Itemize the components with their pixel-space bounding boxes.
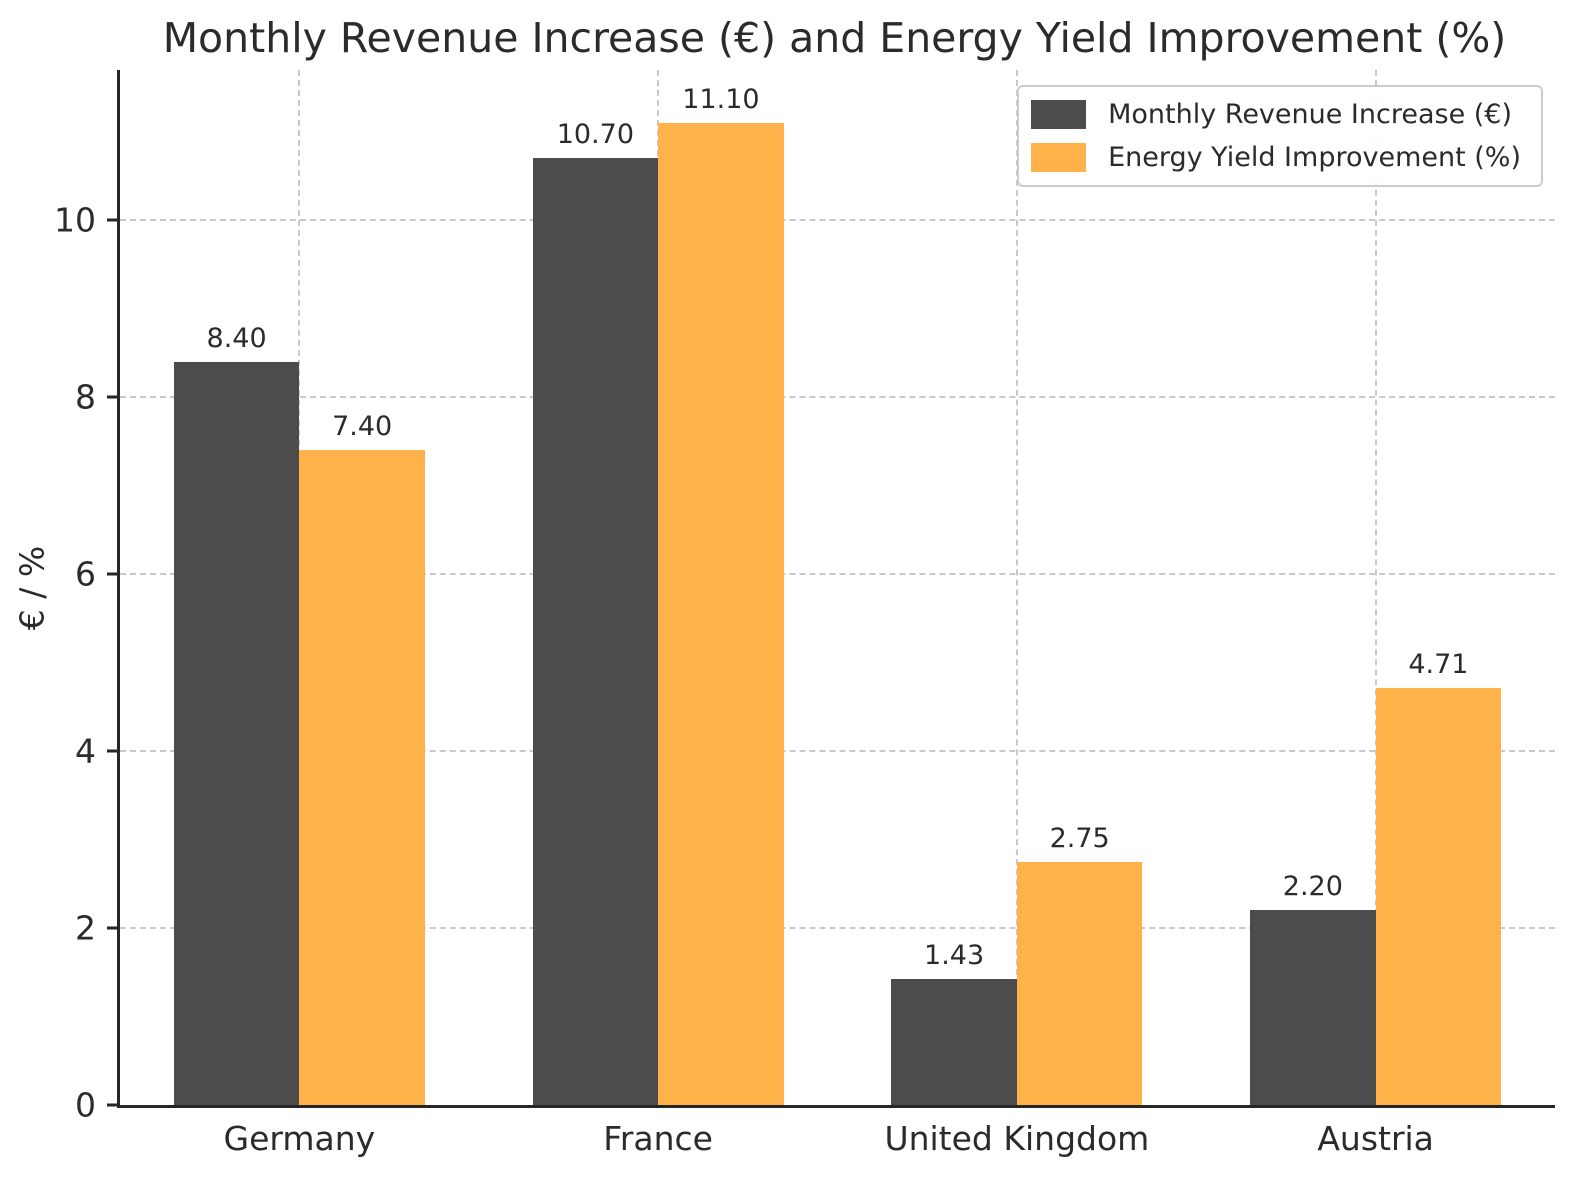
y-tick-mark	[107, 926, 120, 930]
legend-item-revenue: Monthly Revenue Increase (€)	[1031, 99, 1521, 130]
legend-swatch-revenue-icon	[1031, 100, 1087, 129]
x-tick-label-united-kingdom: United Kingdom	[884, 1119, 1150, 1158]
gridline-horizontal	[120, 927, 1555, 930]
bar-france-revenue	[532, 158, 659, 1105]
gridline-vertical	[1015, 70, 1018, 1105]
bar-value-label-austria-yield: 4.71	[1408, 649, 1469, 681]
bar-value-label-united-kingdom-revenue: 1.43	[924, 939, 985, 971]
bar-france-yield	[658, 123, 784, 1105]
y-tick-label: 6	[75, 554, 96, 594]
gridline-vertical	[1374, 70, 1377, 1105]
bar-united-kingdom-yield	[1016, 861, 1143, 1105]
legend: Monthly Revenue Increase (€) Energy Yiel…	[1017, 85, 1543, 187]
y-tick-mark	[107, 572, 120, 576]
y-tick-mark	[107, 395, 120, 399]
y-tick-label: 4	[75, 731, 96, 771]
gridline-horizontal	[120, 219, 1555, 222]
y-tick-mark	[107, 1103, 120, 1107]
gridline-horizontal	[120, 573, 1555, 576]
bar-germany-yield	[299, 450, 425, 1105]
y-tick-mark	[107, 218, 120, 222]
bar-value-label-france-revenue: 10.70	[556, 119, 634, 151]
y-tick-label: 2	[75, 908, 96, 948]
bar-germany-revenue	[173, 361, 300, 1105]
legend-label-revenue: Monthly Revenue Increase (€)	[1108, 99, 1513, 130]
bar-united-kingdom-revenue	[891, 978, 1017, 1105]
bar-value-label-germany-revenue: 8.40	[206, 322, 267, 354]
y-tick-label: 0	[75, 1085, 96, 1125]
x-tick-label-france: France	[603, 1119, 713, 1158]
y-tick-mark	[107, 749, 120, 753]
bar-value-label-germany-yield: 7.40	[332, 411, 393, 443]
bar-value-label-france-yield: 11.10	[682, 84, 760, 116]
y-axis-label: € / %	[12, 545, 52, 631]
bar-austria-revenue	[1250, 910, 1376, 1105]
chart-title: Monthly Revenue Increase (€) and Energy …	[162, 14, 1507, 62]
legend-swatch-yield-icon	[1031, 143, 1087, 172]
legend-item-yield: Energy Yield Improvement (%)	[1031, 142, 1521, 173]
plot-area: 0 2 4 6 8 10 Germany France United Kingdom Austri…	[54, 70, 1555, 1158]
y-tick-label: 10	[54, 200, 96, 240]
gridline-horizontal	[120, 396, 1555, 399]
y-tick-label: 8	[75, 377, 96, 417]
x-tick-label-austria: Austria	[1317, 1119, 1434, 1158]
gridline-horizontal	[120, 750, 1555, 753]
bar-value-label-united-kingdom-yield: 2.75	[1049, 822, 1110, 854]
bar-value-label-austria-revenue: 2.20	[1282, 871, 1343, 903]
bar-austria-yield	[1375, 688, 1502, 1105]
legend-label-yield: Energy Yield Improvement (%)	[1108, 142, 1521, 173]
x-tick-label-germany: Germany	[223, 1119, 376, 1158]
